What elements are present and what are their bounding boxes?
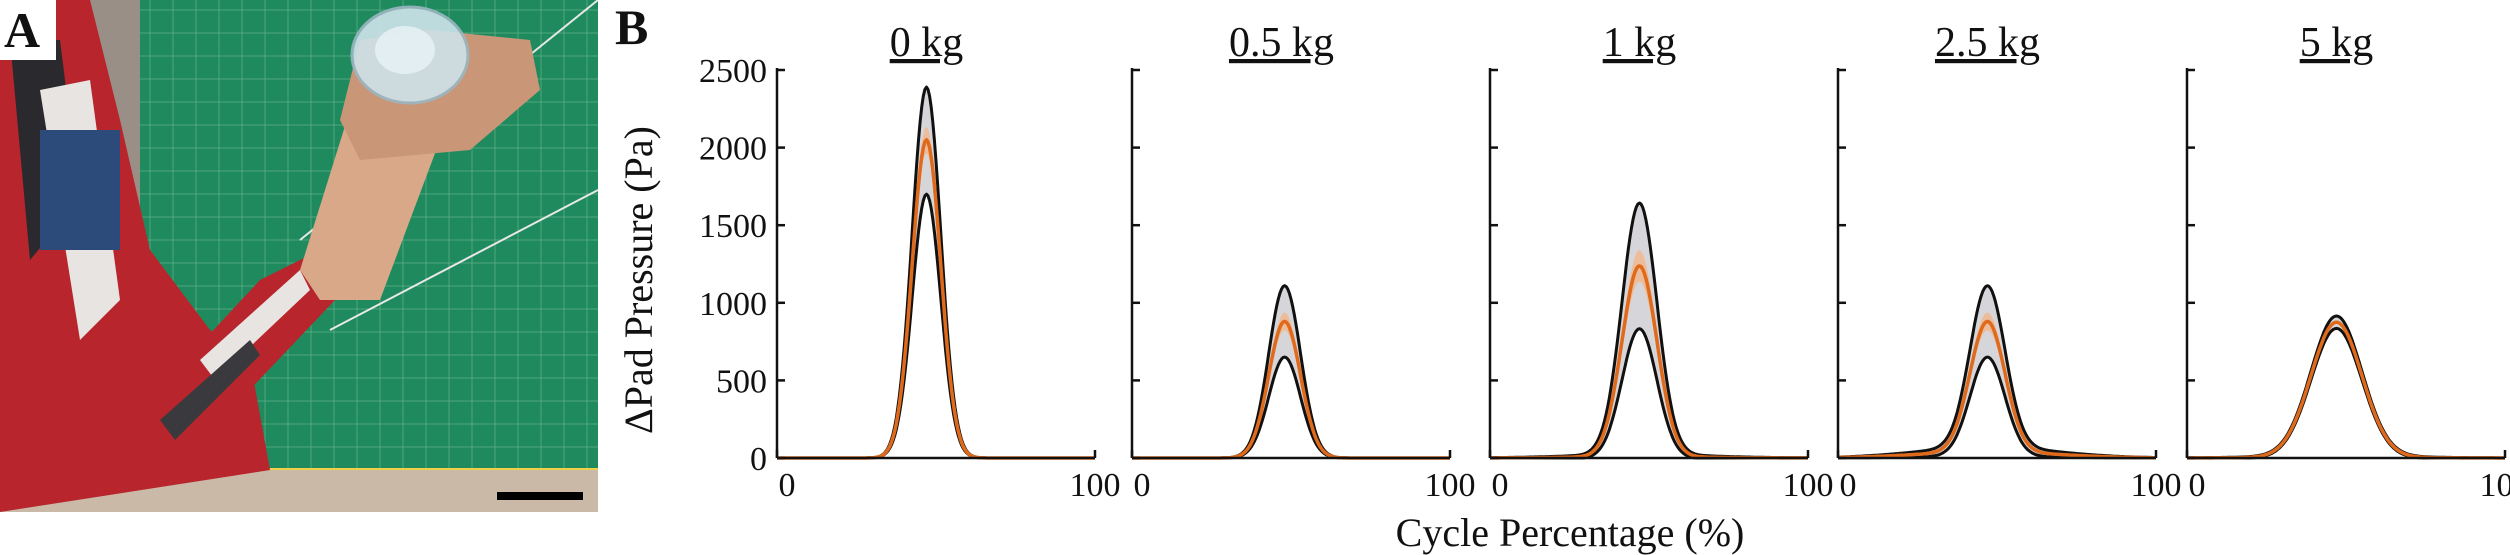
subplot-4: 2.5 kg 0 100: [1836, 20, 2182, 504]
confidence-band: [1490, 203, 1808, 458]
y-tick-label: 0: [750, 441, 767, 478]
mean-line: [1489, 264, 1809, 460]
scale-bar: [497, 492, 583, 500]
confidence-band: [1132, 285, 1450, 458]
mean-line: [2186, 320, 2506, 460]
y-tick-label: 1500: [699, 208, 767, 245]
subplot-title: 0 kg: [890, 20, 964, 66]
x-tick-label: 100: [2480, 467, 2510, 504]
subplot-5: 5 kg 0 100: [2185, 20, 2510, 504]
shirt-plaid-dark: [160, 340, 260, 440]
confidence-band: [1838, 285, 2156, 458]
subplot-2: 0.5 kg 0 100: [1130, 20, 1476, 504]
subplot-3: 1 kg 0 100: [1488, 20, 1834, 504]
x-tick-label: 0: [1134, 467, 1151, 504]
mean-line: [776, 138, 1096, 460]
x-tick-label: 100: [1070, 467, 1121, 504]
x-tick-label: 100: [1425, 467, 1476, 504]
monitor: [40, 130, 120, 250]
x-tick-label: 0: [1840, 467, 1857, 504]
subplot-title: 2.5 kg: [1935, 20, 2040, 66]
panel-label-a: A: [4, 2, 40, 58]
y-tick-label: 500: [716, 363, 767, 400]
y-tick-label: 1000: [699, 286, 767, 323]
mean-line: [1837, 319, 2157, 460]
x-tick-label: 0: [779, 467, 796, 504]
panel-label-b: B: [615, 0, 648, 55]
subplot-title: 0.5 kg: [1229, 20, 1334, 66]
x-tick-label: 100: [1783, 467, 1834, 504]
lower-bound-line: [1132, 355, 1450, 460]
subplot-title: 1 kg: [1603, 20, 1677, 66]
lower-bound-line: [1838, 355, 2156, 460]
subplot-1: 0 kg 0 500 1000 1500 2000 2500 0 100: [699, 20, 1121, 504]
x-tick-label: 0: [2189, 467, 2206, 504]
upper-bound-line: [777, 85, 1095, 460]
y-tick-label: 2000: [699, 131, 767, 168]
subplot-title: 5 kg: [2300, 20, 2374, 66]
mean-band: [1490, 250, 1808, 458]
water-bottle-highlight: [375, 26, 435, 74]
shirt-plaid-white: [200, 270, 310, 380]
y-axis-label: ΔPad Pressure (Pa): [616, 126, 661, 434]
mat-diagonal-line: [329, 189, 599, 331]
lower-bound-line: [777, 192, 1095, 460]
lower-bound-line: [2187, 326, 2505, 460]
mean-band: [2187, 320, 2505, 458]
y-tick-label: 2500: [699, 53, 767, 90]
lower-bound-line: [1490, 327, 1808, 460]
x-tick-label: 100: [2131, 467, 2182, 504]
x-tick-label: 0: [1492, 467, 1509, 504]
photo-panel: A: [0, 0, 599, 512]
panel-a-label-bg: [0, 0, 56, 60]
x-axis-label: Cycle Percentage (%): [1396, 510, 1745, 555]
